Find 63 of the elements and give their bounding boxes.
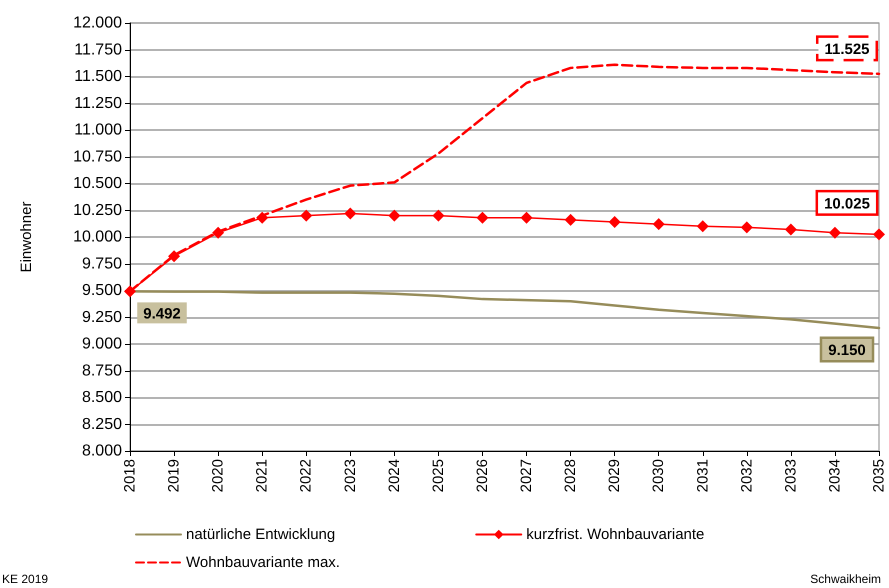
- y-tick-label: 10.500: [73, 175, 122, 192]
- y-tick-label: 11.250: [74, 94, 122, 112]
- data-label: 9.492: [143, 305, 181, 322]
- text: Schwaikheim: [810, 572, 881, 586]
- point: [696, 220, 709, 232]
- legend-label: Wohnbauvariante max.: [186, 554, 340, 571]
- point: [608, 216, 621, 228]
- x-tick-label: 2032: [738, 459, 756, 492]
- point: [212, 226, 224, 239]
- point: [388, 210, 400, 222]
- y-tick-label: 11.500: [74, 68, 122, 85]
- point: [300, 210, 312, 222]
- y-tick-label: 9.250: [82, 308, 122, 326]
- x-tick-label: 2018: [122, 459, 138, 492]
- x-tick-label: 2027: [518, 459, 536, 492]
- y-axis-title: Einwohner: [18, 202, 35, 272]
- point: [168, 250, 180, 262]
- x-tick-label: 2019: [166, 459, 183, 492]
- x-tick-label: 2034: [826, 459, 844, 492]
- y-tick-label: 11.000: [74, 122, 122, 138]
- data-label: 9.150: [828, 342, 866, 359]
- point: [564, 214, 577, 226]
- x-tick-label: 2035: [870, 459, 888, 492]
- point: [652, 218, 665, 230]
- y-tick-label: 8.750: [82, 362, 122, 380]
- y-tick-label: 9.750: [82, 255, 122, 272]
- data-label: 10.025: [824, 195, 870, 212]
- y-tick-label: 8.250: [82, 416, 122, 433]
- y-tick-label: 12.000: [73, 14, 122, 32]
- legend-label: natürliche Entwicklung: [186, 526, 336, 543]
- y-tick-label: 8.000: [82, 442, 122, 460]
- y-tick-label: 10.750: [73, 148, 122, 166]
- point: [124, 285, 136, 298]
- x-tick-label: 2031: [694, 459, 712, 492]
- y-tick-label: 9.500: [82, 282, 122, 299]
- x-tick-label: 2020: [210, 459, 227, 492]
- point: [828, 226, 841, 239]
- point: [520, 212, 533, 224]
- x-tick-label: 2024: [386, 459, 403, 492]
- x-tick-label: 2033: [782, 459, 800, 492]
- x-tick-label: 2026: [474, 459, 491, 492]
- x-tick-label: 2029: [606, 459, 624, 492]
- legend-label: kurzfrist. Wohnbauvariante: [526, 526, 704, 543]
- x-tick-label: 2021: [254, 459, 271, 492]
- point: [432, 210, 444, 222]
- y-tick-label: 9.000: [82, 336, 122, 352]
- point: [476, 212, 488, 224]
- y-tick-label: 11.750: [74, 41, 122, 58]
- point: [256, 212, 268, 224]
- x-tick-label: 2028: [562, 459, 580, 492]
- y-tick-label: 10.000: [73, 228, 122, 246]
- y-tick-label: 10.250: [73, 202, 122, 219]
- text: KE 2019: [2, 572, 48, 586]
- point: [344, 207, 356, 220]
- point: [740, 221, 753, 234]
- point: [784, 224, 797, 236]
- x-tick-label: 2023: [342, 459, 359, 492]
- point: [873, 228, 885, 240]
- x-tick-label: 2030: [650, 459, 668, 492]
- y-tick-label: 8.500: [82, 389, 122, 406]
- data-label: 11.525: [824, 40, 870, 58]
- x-tick-label: 2025: [430, 459, 447, 492]
- x-tick-label: 2022: [298, 459, 315, 492]
